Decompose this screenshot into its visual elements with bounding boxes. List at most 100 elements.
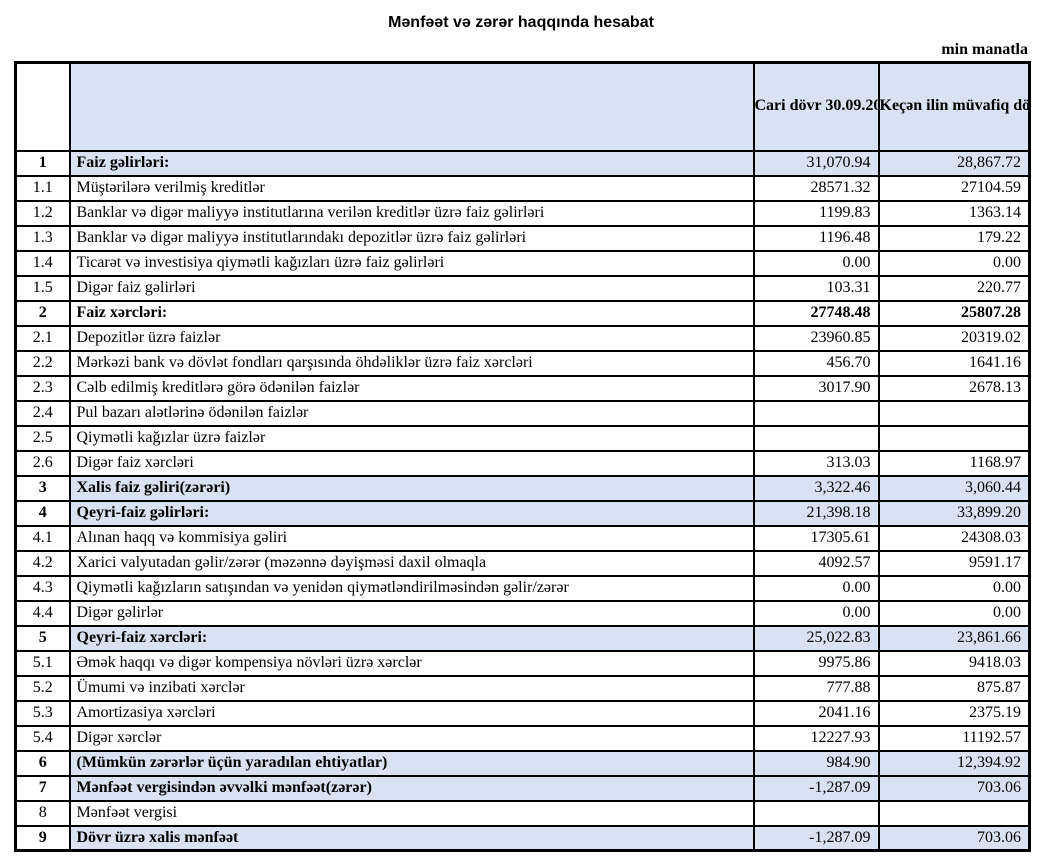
row-number: 7 [14,774,71,802]
row-previous-value: 12,394.92 [877,749,1031,777]
table-row: 4.1 Alınan haqq və kommisiya gəliri 17305.… [14,524,1031,552]
row-previous-value: 20319.02 [877,324,1031,352]
row-current-value [752,424,880,452]
row-current-value [752,399,880,427]
row-current-value: 456.70 [752,349,880,377]
row-number: 1.3 [14,224,71,252]
row-number: 5.1 [14,649,71,677]
row-current-value: 0.00 [752,574,880,602]
row-label: Digər gəlirlər [68,599,755,627]
row-current-value: 103.31 [752,274,880,302]
row-previous-value: 1168.97 [877,449,1031,477]
row-label: Dövr üzrə xalis mənfəət [68,824,755,852]
row-number: 8 [14,799,71,827]
row-number: 5.2 [14,674,71,702]
table-row: 4 Qeyri-faiz gəlirləri: 21,398.18 33,899.20 [14,499,1031,527]
row-current-value: 777.88 [752,674,880,702]
table-row: 2.4 Pul bazarı alətlərinə ödənilən faizlə… [14,399,1031,427]
row-label: Xarici valyutadan gəlir/zərər (məzənnə d… [68,549,755,577]
table-row: 6 (Mümkün zərərlər üçün yaradılan ehtiyat… [14,749,1031,777]
row-number: 2.6 [14,449,71,477]
row-current-value: 984.90 [752,749,880,777]
row-current-value: 0.00 [752,599,880,627]
table-row: 5 Qeyri-faiz xərcləri: 25,022.83 23,861.66 [14,624,1031,652]
row-label: Ümumi və inzibati xərclər [68,674,755,702]
row-label: Banklar və digər maliyyə institutlarına … [68,199,755,227]
header-previous-period: Keçən ilin müvafiq dövrü 30.09.2022 [877,61,1031,152]
row-number: 3 [14,474,71,502]
row-number: 5 [14,624,71,652]
table-row: 4.4 Digər gəlirlər 0.00 0.00 [14,599,1031,627]
table-row: 1.4 Ticarət və investisiya qiymətli kağız… [14,249,1031,277]
row-label: Əmək haqqı və digər kompensiya növləri ü… [68,649,755,677]
row-label: Faiz gəlirləri: [68,149,755,177]
row-number: 5.4 [14,724,71,752]
row-previous-value: 28,867.72 [877,149,1031,177]
row-label: Qiymətli kağızların satışından və yenidə… [68,574,755,602]
row-number: 5.3 [14,699,71,727]
row-label: Pul bazarı alətlərinə ödənilən faizlər [68,399,755,427]
row-previous-value: 1641.16 [877,349,1031,377]
table-row: 1.2 Banklar və digər maliyyə institutları… [14,199,1031,227]
row-previous-value: 27104.59 [877,174,1031,202]
row-previous-value: 703.06 [877,774,1031,802]
table-row: 2.2 Mərkəzi bank və dövlət fondları qarşı… [14,349,1031,377]
row-current-value: 21,398.18 [752,499,880,527]
row-previous-value: 1363.14 [877,199,1031,227]
row-current-value: 27748.48 [752,299,880,327]
row-number: 4.3 [14,574,71,602]
table-row: 1.3 Banklar və digər maliyyə institutları… [14,224,1031,252]
table-row: 4.3 Qiymətli kağızların satışından və yen… [14,574,1031,602]
table-row: 1.5 Digər faiz gəlirləri 103.31 220.77 [14,274,1031,302]
row-previous-value: 220.77 [877,274,1031,302]
table-row: 2.6 Digər faiz xərcləri 313.03 1168.97 [14,449,1031,477]
row-previous-value: 23,861.66 [877,624,1031,652]
row-label: (Mümkün zərərlər üçün yaradılan ehtiyatl… [68,749,755,777]
row-current-value: 17305.61 [752,524,880,552]
header-row: Cari dövr 30.09.2023 Keçən ilin müvafiq … [14,61,1031,152]
row-current-value [752,799,880,827]
row-previous-value: 2678.13 [877,374,1031,402]
row-label: Digər faiz xərcləri [68,449,755,477]
row-label: Mənfəət vergisindən əvvəlki mənfəət(zərə… [68,774,755,802]
row-label: Depozitlər üzrə faizlər [68,324,755,352]
row-label: Banklar və digər maliyyə institutlarında… [68,224,755,252]
row-previous-value: 179.22 [877,224,1031,252]
row-label: Digər faiz gəlirləri [68,274,755,302]
row-label: Ticarət və investisiya qiymətli kağızlar… [68,249,755,277]
table-row: 1 Faiz gəlirləri: 31,070.94 28,867.72 [14,149,1031,177]
row-number: 4 [14,499,71,527]
row-number: 1 [14,149,71,177]
table-row: 5.3 Amortizasiya xərcləri 2041.16 2375.19 [14,699,1031,727]
row-number: 2 [14,299,71,327]
row-previous-value [877,399,1031,427]
row-previous-value: 9418.03 [877,649,1031,677]
row-number: 9 [14,824,71,852]
row-previous-value: 0.00 [877,249,1031,277]
row-label: Qeyri-faiz xərcləri: [68,624,755,652]
row-label: Digər xərclər [68,724,755,752]
table-header: Cari dövr 30.09.2023 Keçən ilin müvafiq … [14,61,1031,152]
row-previous-value: 703.06 [877,824,1031,852]
row-previous-value: 25807.28 [877,299,1031,327]
row-previous-value: 3,060.44 [877,474,1031,502]
row-previous-value: 11192.57 [877,724,1031,752]
row-label: Müştərilərə verilmiş kreditlər [68,174,755,202]
table-row: 1.1 Müştərilərə verilmiş kreditlər 28571.3… [14,174,1031,202]
row-previous-value: 0.00 [877,599,1031,627]
row-current-value: 9975.86 [752,649,880,677]
row-number: 4.4 [14,599,71,627]
table-row: 5.1 Əmək haqqı və digər kompensiya növlər… [14,649,1031,677]
row-label: Mərkəzi bank və dövlət fondları qarşısın… [68,349,755,377]
row-number: 4.2 [14,549,71,577]
row-current-value: 313.03 [752,449,880,477]
table-row: 2 Faiz xərcləri: 27748.48 25807.28 [14,299,1031,327]
row-label: Xalis faiz gəliri(zərəri) [68,474,755,502]
row-current-value: -1,287.09 [752,774,880,802]
row-label: Mənfəət vergisi [68,799,755,827]
table-row: 7 Mənfəət vergisindən əvvəlki mənfəət(zər… [14,774,1031,802]
row-current-value: 1196.48 [752,224,880,252]
row-label: Alınan haqq və kommisiya gəliri [68,524,755,552]
row-current-value: 31,070.94 [752,149,880,177]
report-table-body: 1 Faiz gəlirləri: 31,070.94 28,867.72 1.1 Müş… [14,149,1031,852]
